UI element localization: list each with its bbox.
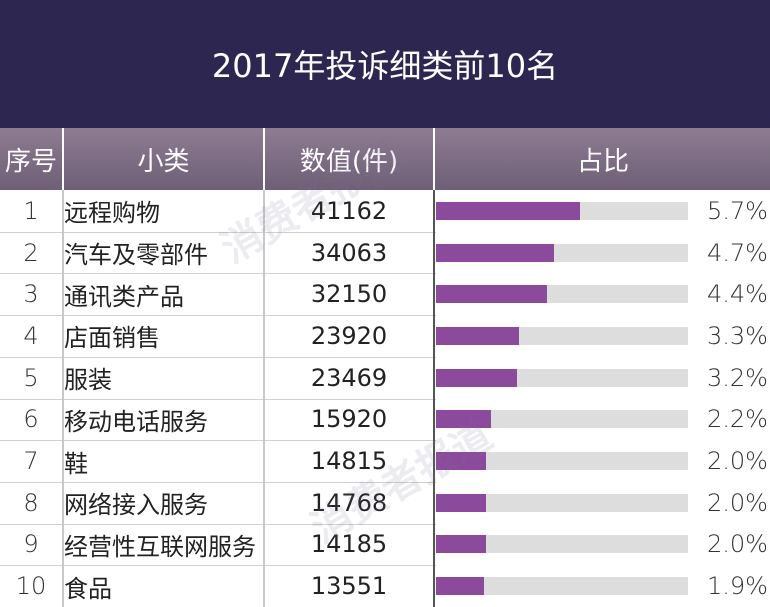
table-row: 8 网络接入服务 14768 2.0% xyxy=(0,482,770,524)
share-bar xyxy=(436,285,547,304)
rank-cell: 6 xyxy=(23,405,39,434)
table-row: 3 通讯类产品 32150 4.4% xyxy=(0,273,770,315)
table-row: 9 经营性互联网服务 14185 2.0% xyxy=(0,524,770,566)
rank-cell: 5 xyxy=(23,363,39,392)
header-rank: 序号 xyxy=(4,146,57,177)
table-row: 2 汽车及零部件 34063 4.7% xyxy=(0,232,770,274)
share-bar xyxy=(436,410,492,429)
table-row: 4 店面销售 23920 3.3% xyxy=(0,315,770,357)
table-row: 5 服装 23469 3.2% xyxy=(0,357,770,399)
category-cell: 通讯类产品 xyxy=(64,282,184,311)
share-bar xyxy=(436,577,484,596)
row-divider xyxy=(0,398,436,400)
value-cell: 14185 xyxy=(310,530,388,559)
share-bar-track xyxy=(436,577,688,596)
share-label: 1.9% xyxy=(707,572,768,601)
header-divider xyxy=(62,128,64,190)
table-header: 序号 小类 数值(件) 占比 xyxy=(0,128,770,190)
row-divider xyxy=(0,356,436,358)
category-cell: 移动电话服务 xyxy=(64,407,208,436)
category-cell: 汽车及零部件 xyxy=(64,241,208,270)
title-bar: 2017年投诉细类前10名 xyxy=(0,0,770,128)
share-bar-track xyxy=(436,326,688,345)
chart-title: 2017年投诉细类前10名 xyxy=(211,47,559,85)
table-row: 10 食品 13551 1.9% xyxy=(0,565,770,607)
share-bar xyxy=(436,535,487,554)
rank-cell: 8 xyxy=(23,488,39,517)
header-category: 小类 xyxy=(137,146,190,177)
category-cell: 经营性互联网服务 xyxy=(64,532,256,561)
rank-cell: 9 xyxy=(23,530,39,559)
row-divider xyxy=(0,273,436,275)
value-cell: 34063 xyxy=(310,238,388,267)
share-bar-track xyxy=(436,243,688,262)
share-label: 2.0% xyxy=(707,530,768,559)
share-bar xyxy=(436,326,520,345)
category-cell: 鞋 xyxy=(64,449,88,478)
category-cell: 食品 xyxy=(64,574,112,603)
share-label: 2.0% xyxy=(707,488,768,517)
share-bar-track xyxy=(436,201,688,220)
share-bar-track xyxy=(436,493,688,512)
share-bar xyxy=(436,368,517,387)
row-divider xyxy=(0,481,436,483)
value-cell: 14768 xyxy=(310,488,388,517)
share-label: 3.2% xyxy=(707,363,768,392)
share-label: 5.7% xyxy=(707,196,768,225)
row-divider xyxy=(0,440,436,442)
category-cell: 服装 xyxy=(64,366,112,395)
column-divider xyxy=(263,190,265,607)
row-divider xyxy=(0,565,436,567)
share-bar-track xyxy=(436,285,688,304)
category-cell: 网络接入服务 xyxy=(64,491,208,520)
header-divider xyxy=(433,128,435,190)
header-share: 占比 xyxy=(576,146,629,177)
header-divider xyxy=(263,128,265,190)
share-bar xyxy=(436,452,487,471)
table-row: 6 移动电话服务 15920 2.2% xyxy=(0,399,770,441)
value-cell: 41162 xyxy=(310,196,388,225)
share-bar xyxy=(436,243,555,262)
share-bar xyxy=(436,493,487,512)
column-divider xyxy=(433,190,435,607)
value-cell: 14815 xyxy=(310,447,388,476)
header-value: 数值(件) xyxy=(299,146,399,177)
share-label: 4.7% xyxy=(707,238,768,267)
column-divider xyxy=(62,190,64,607)
row-divider xyxy=(0,523,436,525)
share-bar-track xyxy=(436,452,688,471)
share-label: 3.3% xyxy=(707,321,768,350)
category-cell: 店面销售 xyxy=(64,324,160,353)
share-label: 4.4% xyxy=(707,280,768,309)
rank-cell: 2 xyxy=(23,238,39,267)
value-cell: 13551 xyxy=(310,572,388,601)
rank-cell: 10 xyxy=(15,572,47,601)
row-divider xyxy=(0,231,436,233)
rank-cell: 4 xyxy=(23,321,39,350)
share-label: 2.0% xyxy=(707,447,768,476)
value-cell: 23920 xyxy=(310,321,388,350)
table-body: 1 远程购物 41162 5.7% 2 汽车及零部件 34063 4.7% 3 通讯类产品 3215… xyxy=(0,190,770,607)
rank-cell: 3 xyxy=(23,280,39,309)
value-cell: 23469 xyxy=(310,363,388,392)
table-row: 7 鞋 14815 2.0% xyxy=(0,440,770,482)
value-cell: 32150 xyxy=(310,280,388,309)
share-bar xyxy=(436,201,580,220)
category-cell: 远程购物 xyxy=(64,199,160,228)
share-bar-track xyxy=(436,535,688,554)
share-bar-track xyxy=(436,410,688,429)
rank-cell: 1 xyxy=(23,196,39,225)
rank-cell: 7 xyxy=(23,447,39,476)
value-cell: 15920 xyxy=(310,405,388,434)
row-divider xyxy=(0,315,436,317)
table-row: 1 远程购物 41162 5.7% xyxy=(0,190,770,232)
share-label: 2.2% xyxy=(707,405,768,434)
share-bar-track xyxy=(436,368,688,387)
